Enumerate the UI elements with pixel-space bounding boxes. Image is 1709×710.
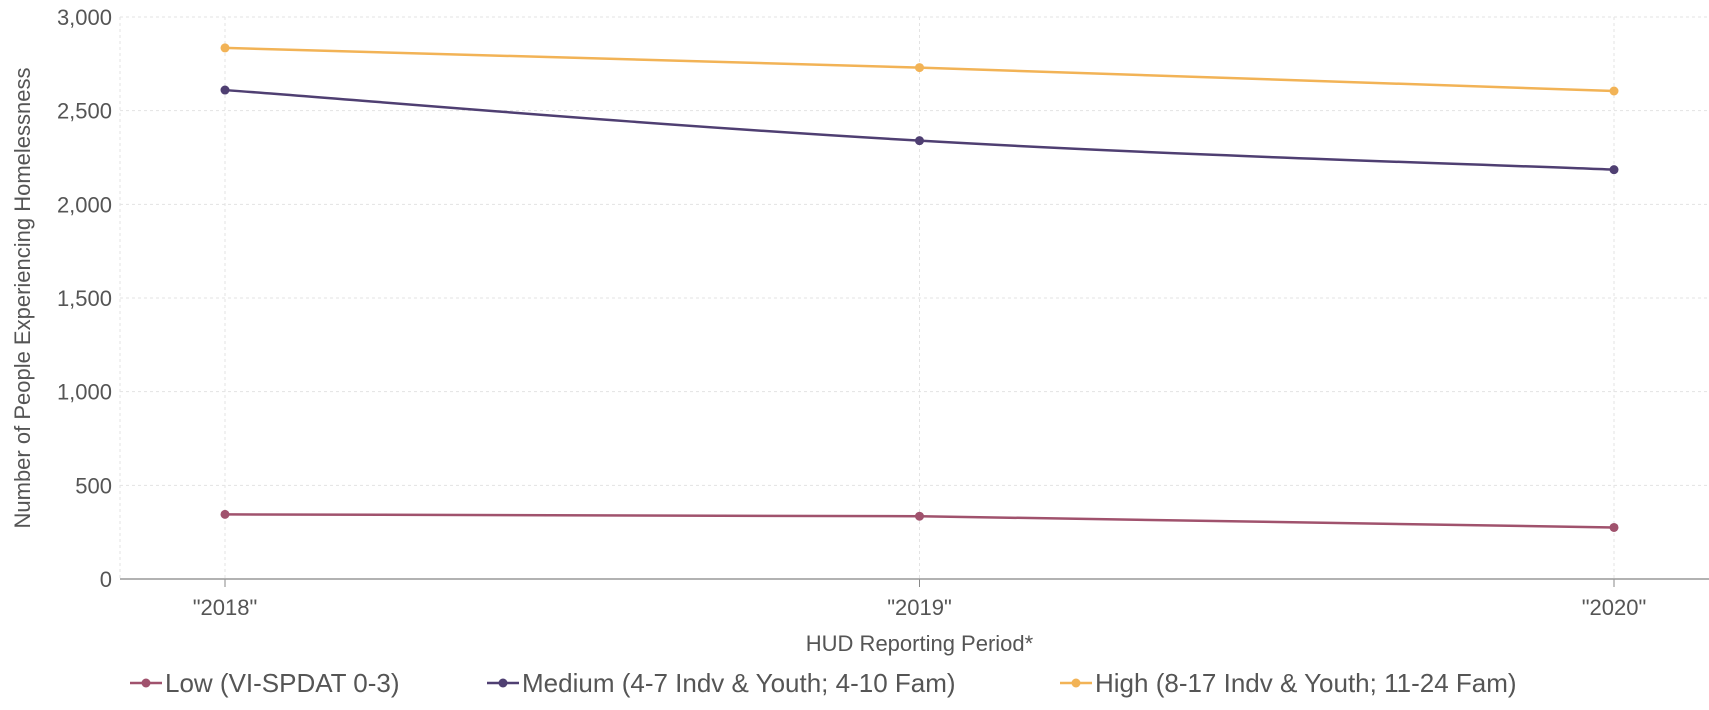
y-tick-label: 0 <box>100 567 112 592</box>
y-tick-label: 500 <box>75 473 112 498</box>
y-tick-label: 1,000 <box>57 380 112 405</box>
data-point <box>915 511 924 521</box>
y-tick-label: 3,000 <box>57 5 112 30</box>
x-tick-labels: "2018" "2019" "2020" <box>193 595 1647 620</box>
series-layer <box>220 43 1619 532</box>
data-point <box>1609 86 1619 96</box>
legend-label: Medium (4-7 Indv & Youth; 4-10 Fam) <box>522 668 956 698</box>
legend-item[interactable]: Medium (4-7 Indv & Youth; 4-10 Fam) <box>487 668 956 698</box>
legend-swatch-marker <box>1071 678 1081 688</box>
x-tick-label: "2019" <box>887 595 952 620</box>
data-point <box>220 43 230 53</box>
data-point <box>220 509 230 519</box>
x-tick-label: "2020" <box>1582 595 1647 620</box>
legend-label: Low (VI-SPDAT 0-3) <box>165 668 400 698</box>
y-axis-title: Number of People Experiencing Homelessne… <box>10 67 35 528</box>
legend-item[interactable]: High (8-17 Indv & Youth; 11-24 Fam) <box>1060 668 1517 698</box>
legend-item[interactable]: Low (VI-SPDAT 0-3) <box>130 668 400 698</box>
y-tick-label: 2,500 <box>57 99 112 124</box>
legend-label: High (8-17 Indv & Youth; 11-24 Fam) <box>1095 668 1517 698</box>
y-tick-label: 2,000 <box>57 192 112 217</box>
x-tick-label: "2018" <box>193 595 258 620</box>
data-point <box>1609 165 1619 175</box>
data-point <box>915 136 924 146</box>
data-point <box>1609 522 1619 532</box>
legend-swatch-marker <box>498 678 508 688</box>
y-tick-label: 1,500 <box>57 286 112 311</box>
y-tick-labels: 0 500 1,000 1,500 2,000 2,500 3,000 <box>57 5 112 592</box>
data-point <box>915 63 924 73</box>
x-axis-title: HUD Reporting Period* <box>806 631 1034 656</box>
legend: Low (VI-SPDAT 0-3) Medium (4-7 Indv & You… <box>130 668 1517 698</box>
legend-swatch-marker <box>141 678 151 688</box>
grid-layer <box>119 16 1709 587</box>
data-point <box>220 85 230 95</box>
